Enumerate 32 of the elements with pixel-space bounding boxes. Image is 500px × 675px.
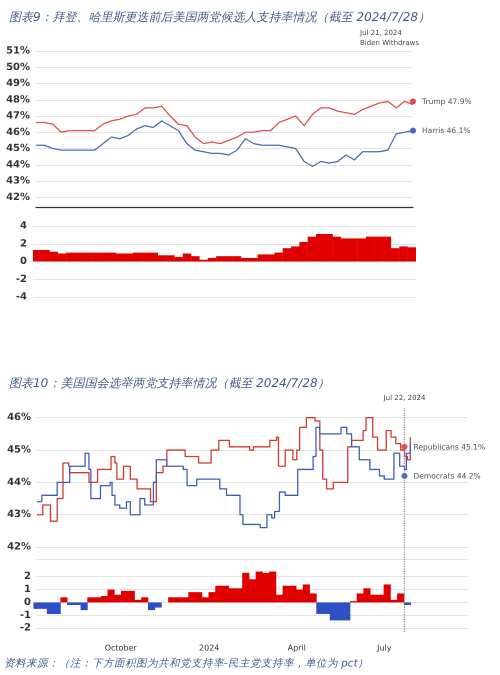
x-tick-label: October (104, 644, 138, 652)
y-tick-label: 46% (6, 126, 30, 138)
y-tick-label: 2 (20, 238, 28, 250)
y-tick-label: 1 (24, 584, 32, 596)
y-tick-label: 43% (6, 176, 30, 186)
y-tick-label: -2 (16, 274, 28, 285)
y-tick-label: 46% (7, 412, 31, 424)
y-tick-label: 51% (6, 46, 30, 56)
y-tick-label: 44% (7, 476, 31, 488)
y-tick-label: 42% (7, 542, 31, 553)
x-tick-label: 2024 (199, 644, 220, 652)
y-tick-label: 0 (20, 256, 28, 267)
x-tick-label: April (288, 644, 306, 652)
y-tick-label: 50% (6, 62, 30, 73)
x-tick-label: July (376, 644, 392, 652)
y-tick-label: 45% (7, 444, 31, 456)
y-tick-label: -1 (20, 610, 32, 621)
y-tick-label: 4 (20, 220, 28, 232)
y-tick-label: 45% (6, 143, 30, 154)
y-tick-label: 43% (7, 509, 31, 520)
y-tick-label: 49% (6, 78, 30, 89)
y-tick-label: 0 (24, 596, 32, 608)
chart-title: 图表10：美国国会选举两党支持率情况（截至 2024/7/28） (9, 376, 330, 390)
y-tick-label: 48% (6, 94, 30, 106)
y-tick-label: 2 (24, 571, 32, 582)
chart-title: 图表9：拜登、哈里斯更迭前后美国两党候选人支持率情况（截至 2024/7/28） (9, 10, 430, 24)
text: 资料来源：（注：下方面积图为共和党支持率-民主党支持率，单位为 pct） (4, 658, 369, 670)
y-tick-label: -4 (16, 292, 28, 302)
y-tick-label: 44% (6, 159, 30, 170)
y-tick-label: -2 (20, 622, 32, 634)
y-tick-label: 47% (6, 110, 30, 122)
y-tick-label: 42% (6, 192, 30, 203)
